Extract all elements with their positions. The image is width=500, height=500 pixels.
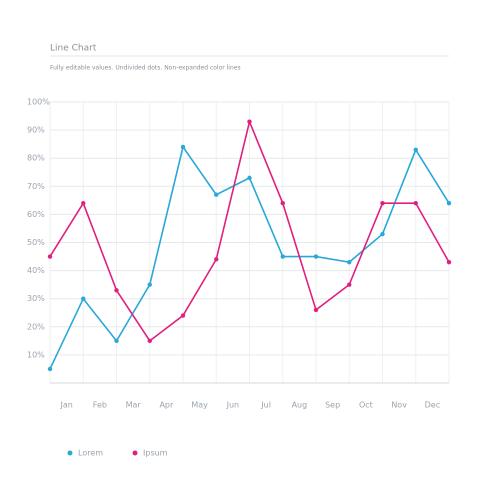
data-point — [446, 259, 452, 265]
y-tick-label: 90% — [27, 126, 45, 135]
data-point — [413, 147, 418, 152]
legend-label: Ipsum — [143, 449, 168, 458]
y-tick-label: 40% — [27, 266, 45, 275]
data-point — [347, 259, 352, 265]
data-point — [47, 254, 53, 259]
data-point — [214, 192, 219, 197]
data-point — [313, 254, 319, 259]
x-tick-label: Oct — [359, 401, 373, 410]
y-tick-label: 20% — [27, 322, 45, 331]
x-tick-label: Mar — [126, 401, 142, 410]
x-tick-label: Apr — [159, 401, 174, 410]
data-point — [380, 200, 385, 206]
legend-marker — [132, 450, 138, 456]
x-tick-label: Jul — [260, 401, 271, 410]
y-tick-label: 100% — [27, 98, 50, 107]
y-tick-label: 70% — [27, 182, 45, 191]
y-tick-label: 50% — [27, 238, 45, 247]
data-point — [313, 307, 319, 313]
data-point — [180, 144, 186, 150]
data-point — [147, 282, 152, 287]
chart-title: Line Chart — [50, 44, 97, 54]
data-point — [81, 200, 86, 206]
legend-label: Lorem — [78, 449, 103, 458]
x-tick-label: Sep — [325, 401, 340, 410]
data-point — [214, 257, 219, 262]
data-point — [380, 231, 385, 237]
x-tick-label: Jan — [59, 401, 72, 410]
data-point — [247, 175, 252, 181]
data-point — [413, 200, 418, 206]
x-tick-label: Nov — [391, 401, 407, 410]
legend-marker — [67, 450, 73, 456]
y-tick-label: 10% — [27, 350, 45, 359]
data-point — [280, 200, 285, 206]
data-point — [81, 296, 86, 301]
x-tick-label: Jun — [226, 401, 240, 410]
data-point — [347, 282, 352, 287]
data-point — [47, 366, 53, 372]
y-tick-label: 60% — [27, 210, 45, 219]
data-point — [180, 313, 186, 318]
data-point — [114, 338, 119, 344]
x-tick-label: Aug — [292, 401, 308, 410]
chart-subtitle: Fully editable values. Undivided dots. N… — [50, 65, 241, 72]
x-tick-label: Feb — [93, 401, 107, 410]
x-tick-label: May — [191, 401, 208, 410]
x-tick-label: Dec — [425, 401, 440, 410]
data-point — [147, 338, 152, 344]
y-tick-label: 80% — [27, 154, 45, 163]
data-point — [280, 254, 285, 259]
data-point — [114, 288, 119, 293]
y-tick-label: 30% — [27, 294, 45, 303]
data-point — [446, 200, 452, 206]
data-point — [247, 119, 252, 124]
